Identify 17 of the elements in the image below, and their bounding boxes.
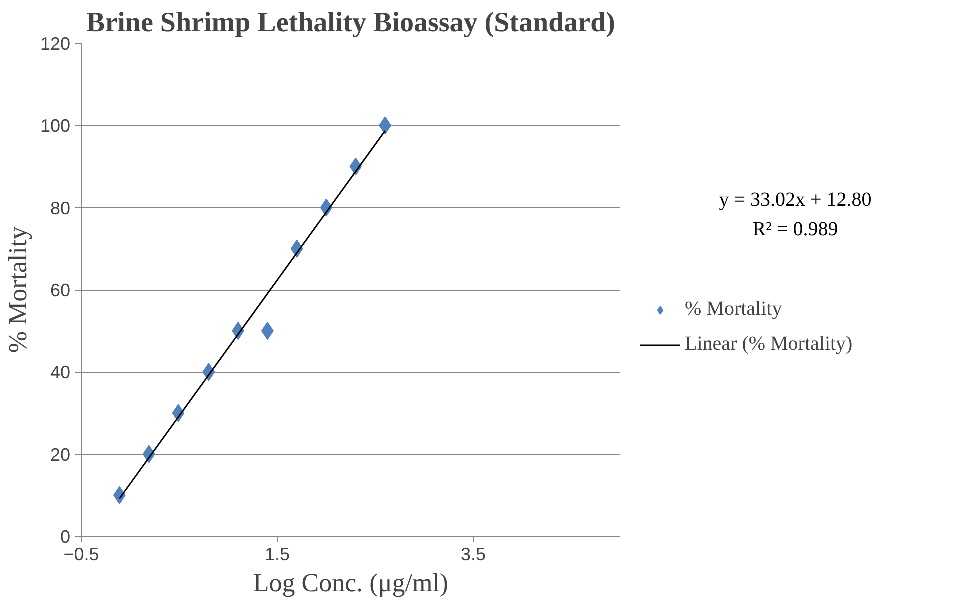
y-tick-label: 120 [40,34,71,54]
y-tick-label: 0 [60,527,71,547]
y-axis-title: % Mortality [3,226,32,354]
y-tick-label: 40 [50,362,71,383]
y-tick-label: 60 [50,280,71,300]
legend-label: % Mortality [685,298,782,321]
x-tick-label: 1.5 [264,544,290,564]
y-tick-label: 100 [40,116,71,136]
x-tick-label: 3.5 [460,544,486,564]
text: y = 33.02x + 12.80 [719,189,872,212]
legend-label: Linear (% Mortality) [685,333,853,356]
chart-title: Brine Shrimp Lethality Bioassay (Standard) [86,8,616,38]
x-tick-label: −0.5 [64,544,100,564]
y-tick-label: 80 [50,198,71,218]
x-axis-title: Log Conc. (μg/ml) [253,568,449,598]
y-tick-label: 20 [50,444,71,465]
text: R² = 0.989 [752,218,838,241]
